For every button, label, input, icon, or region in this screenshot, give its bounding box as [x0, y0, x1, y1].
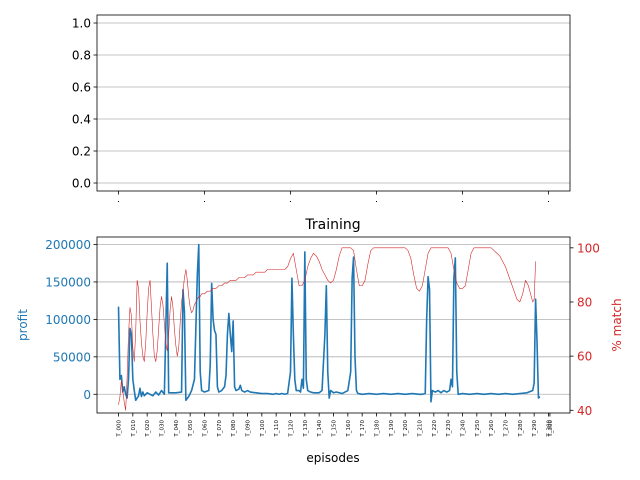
episode-tick-label: T_220: [432, 420, 438, 438]
x-axis-label: episodes: [306, 451, 359, 465]
profit-tick-label: 50000: [53, 350, 91, 364]
episode-tick-label: T_160: [346, 420, 352, 438]
episode-tick-label: T_250: [475, 420, 481, 438]
episode-tick-label: T_170: [360, 420, 366, 438]
top-gridlines: [97, 22, 570, 184]
profit-tick-label: 150000: [45, 275, 91, 289]
x-tick-label: [548, 201, 549, 202]
episode-tick-label: T_100: [260, 420, 266, 438]
episode-tick-label: T_110: [274, 420, 280, 438]
episode-tick-label: T_280: [518, 420, 524, 438]
episode-tick-label: T_180: [374, 420, 380, 438]
training-subplot: Training 0 50000 100000 150000 200000 40 60 80…: [16, 217, 624, 465]
match-y-ticks: 40 60 80 100: [570, 241, 600, 418]
training-gridlines: [97, 244, 570, 395]
episode-tick-label: T_080: [231, 420, 237, 438]
episode-tick-label: T_030: [159, 420, 165, 438]
y-tick-label: 0.8: [72, 49, 91, 63]
episode-tick-label: T_230: [446, 420, 452, 438]
episode-tick-label: T_070: [217, 420, 223, 438]
episode-tick-label: T_010: [131, 420, 137, 438]
episode-tick-label: T_150: [331, 420, 337, 438]
episode-tick-label: T_130: [303, 420, 309, 438]
episode-tick-label: T_020: [145, 420, 151, 438]
episode-tick-label: T_060: [202, 420, 208, 438]
episode-tick-label: T_300: [546, 420, 552, 438]
episode-tick-label: T_090: [245, 420, 251, 438]
episode-tick-label: T_260: [489, 420, 495, 438]
x-tick-label: [204, 201, 205, 202]
match-tick-label: 40: [577, 404, 592, 418]
episode-tick-label: T_000: [117, 420, 123, 438]
episode-tick-label: T_140: [317, 420, 323, 438]
top-subplot: 0.0 0.2 0.4 0.6 0.8 1.0: [72, 14, 571, 202]
chart-title: Training: [304, 217, 360, 233]
episode-tick-label: T_050: [188, 420, 194, 438]
match-tick-label: 80: [577, 295, 592, 309]
x-tick-label: [376, 201, 377, 202]
y-tick-label: 1.0: [72, 17, 91, 31]
episode-tick-label: T_190: [389, 420, 395, 438]
profit-series-line: [117, 243, 541, 403]
top-plot-frame: [96, 14, 571, 192]
training-series: [117, 243, 541, 411]
y-tick-label: 0.6: [72, 81, 91, 95]
episode-tick-label: T_240: [460, 420, 466, 438]
profit-tick-label: 200000: [45, 238, 91, 252]
top-x-ticks: [118, 191, 549, 202]
x-tick-label: [462, 201, 463, 202]
y-tick-label: 0.4: [72, 113, 91, 127]
top-y-ticks: 0.0 0.2 0.4 0.6 0.8 1.0: [72, 17, 97, 191]
match-tick-label: 100: [577, 241, 600, 255]
profit-tick-label: 0: [83, 388, 91, 402]
match-series-line: [118, 247, 536, 411]
y-tick-label: 0.0: [72, 177, 91, 191]
y-tick-label: 0.2: [72, 145, 91, 159]
episode-tick-label: T_270: [503, 420, 509, 438]
profit-tick-label: 100000: [45, 313, 91, 327]
x-tick-label: [118, 201, 119, 202]
episode-tick-label: T_300: [548, 420, 554, 438]
match-axis-label: % match: [610, 298, 624, 351]
match-tick-label: 60: [577, 350, 592, 364]
episode-tick-label: T_120: [288, 420, 294, 438]
profit-axis-label: profit: [16, 309, 30, 341]
episode-tick-label: T_290: [532, 420, 538, 438]
episode-tick-label: T_040: [174, 420, 180, 438]
episode-x-ticks: T_000 T_010 T_020 T_030 T_040 T_050 T_060 T_070…: [117, 413, 554, 438]
profit-y-ticks: 0 50000 100000 150000 200000: [45, 238, 97, 402]
episode-tick-label: T_200: [403, 420, 409, 438]
episode-tick-label: T_210: [417, 420, 423, 438]
x-tick-label: [290, 201, 291, 202]
